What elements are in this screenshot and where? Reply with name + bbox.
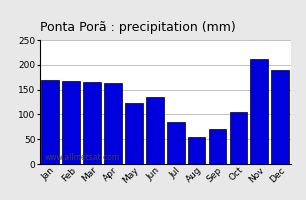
Bar bbox=[83, 82, 101, 164]
Bar bbox=[41, 80, 59, 164]
Bar bbox=[167, 122, 185, 164]
Bar bbox=[125, 103, 143, 164]
Bar bbox=[146, 97, 164, 164]
Bar bbox=[250, 59, 268, 164]
Text: Ponta Porã : precipitation (mm): Ponta Porã : precipitation (mm) bbox=[40, 21, 236, 34]
Bar bbox=[62, 81, 80, 164]
Bar bbox=[230, 112, 247, 164]
Bar bbox=[271, 70, 289, 164]
Bar bbox=[104, 83, 122, 164]
Bar bbox=[188, 137, 206, 164]
Text: www.allmetsat.com: www.allmetsat.com bbox=[45, 153, 120, 162]
Bar bbox=[209, 129, 226, 164]
